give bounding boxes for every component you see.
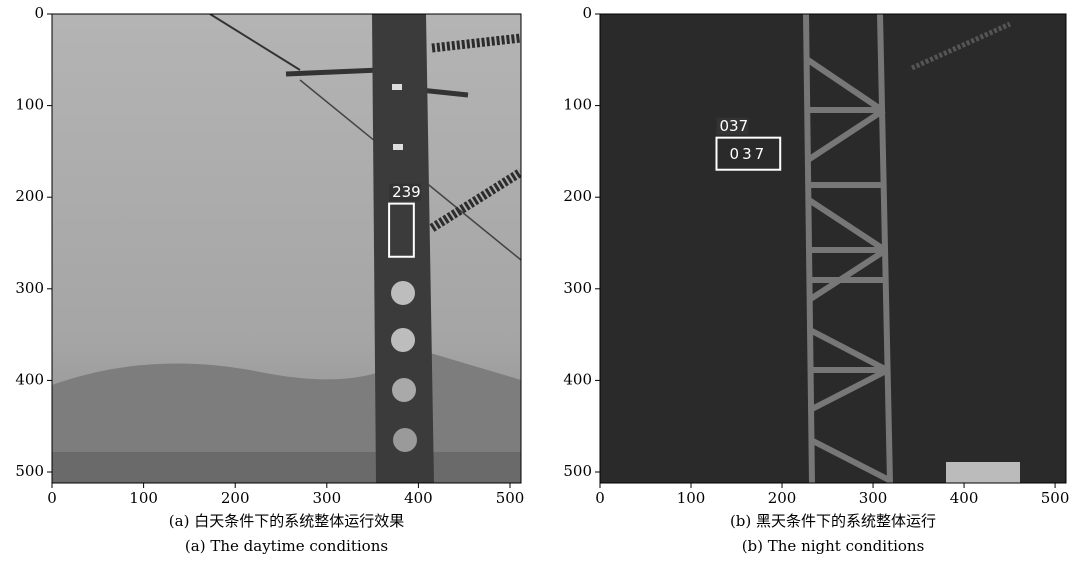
y-tick-label: 500: [563, 462, 592, 480]
caption: (a) The daytime conditions: [185, 537, 388, 555]
caption: (b) The night conditions: [742, 537, 925, 555]
night-photo: [600, 14, 1066, 483]
y-tick-label: 200: [15, 187, 44, 205]
x-tick-label: 300: [312, 489, 341, 507]
x-tick-label: 200: [221, 489, 250, 507]
x-tick-label: 0: [47, 489, 57, 507]
figure: 01002003004005000100200300400500239(a) 白…: [0, 0, 1077, 565]
y-tick-label: 300: [15, 279, 44, 297]
y-tick-label: 100: [563, 96, 592, 114]
x-tick-label: 400: [950, 489, 979, 507]
x-tick-label: 400: [404, 489, 433, 507]
caption: (b) 黑天条件下的系统整体运行: [730, 512, 936, 530]
y-tick-label: 500: [15, 462, 44, 480]
y-tick-label: 0: [582, 4, 592, 22]
x-tick-label: 100: [129, 489, 158, 507]
x-tick-label: 200: [768, 489, 797, 507]
x-tick-label: 0: [595, 489, 605, 507]
y-tick-label: 200: [563, 187, 592, 205]
day-photo: [52, 14, 521, 483]
x-tick-label: 100: [677, 489, 706, 507]
y-tick-label: 0: [34, 4, 44, 22]
y-tick-label: 400: [563, 370, 592, 388]
detection-label: 239: [392, 183, 421, 201]
detection-label: 037: [720, 117, 749, 135]
y-tick-label: 100: [15, 96, 44, 114]
x-tick-label: 500: [496, 489, 525, 507]
plate-digits: 037: [730, 145, 768, 163]
x-tick-label: 300: [859, 489, 888, 507]
caption: (a) 白天条件下的系统整体运行效果: [169, 512, 404, 530]
y-tick-label: 300: [563, 279, 592, 297]
x-tick-label: 500: [1041, 489, 1070, 507]
y-tick-label: 400: [15, 370, 44, 388]
